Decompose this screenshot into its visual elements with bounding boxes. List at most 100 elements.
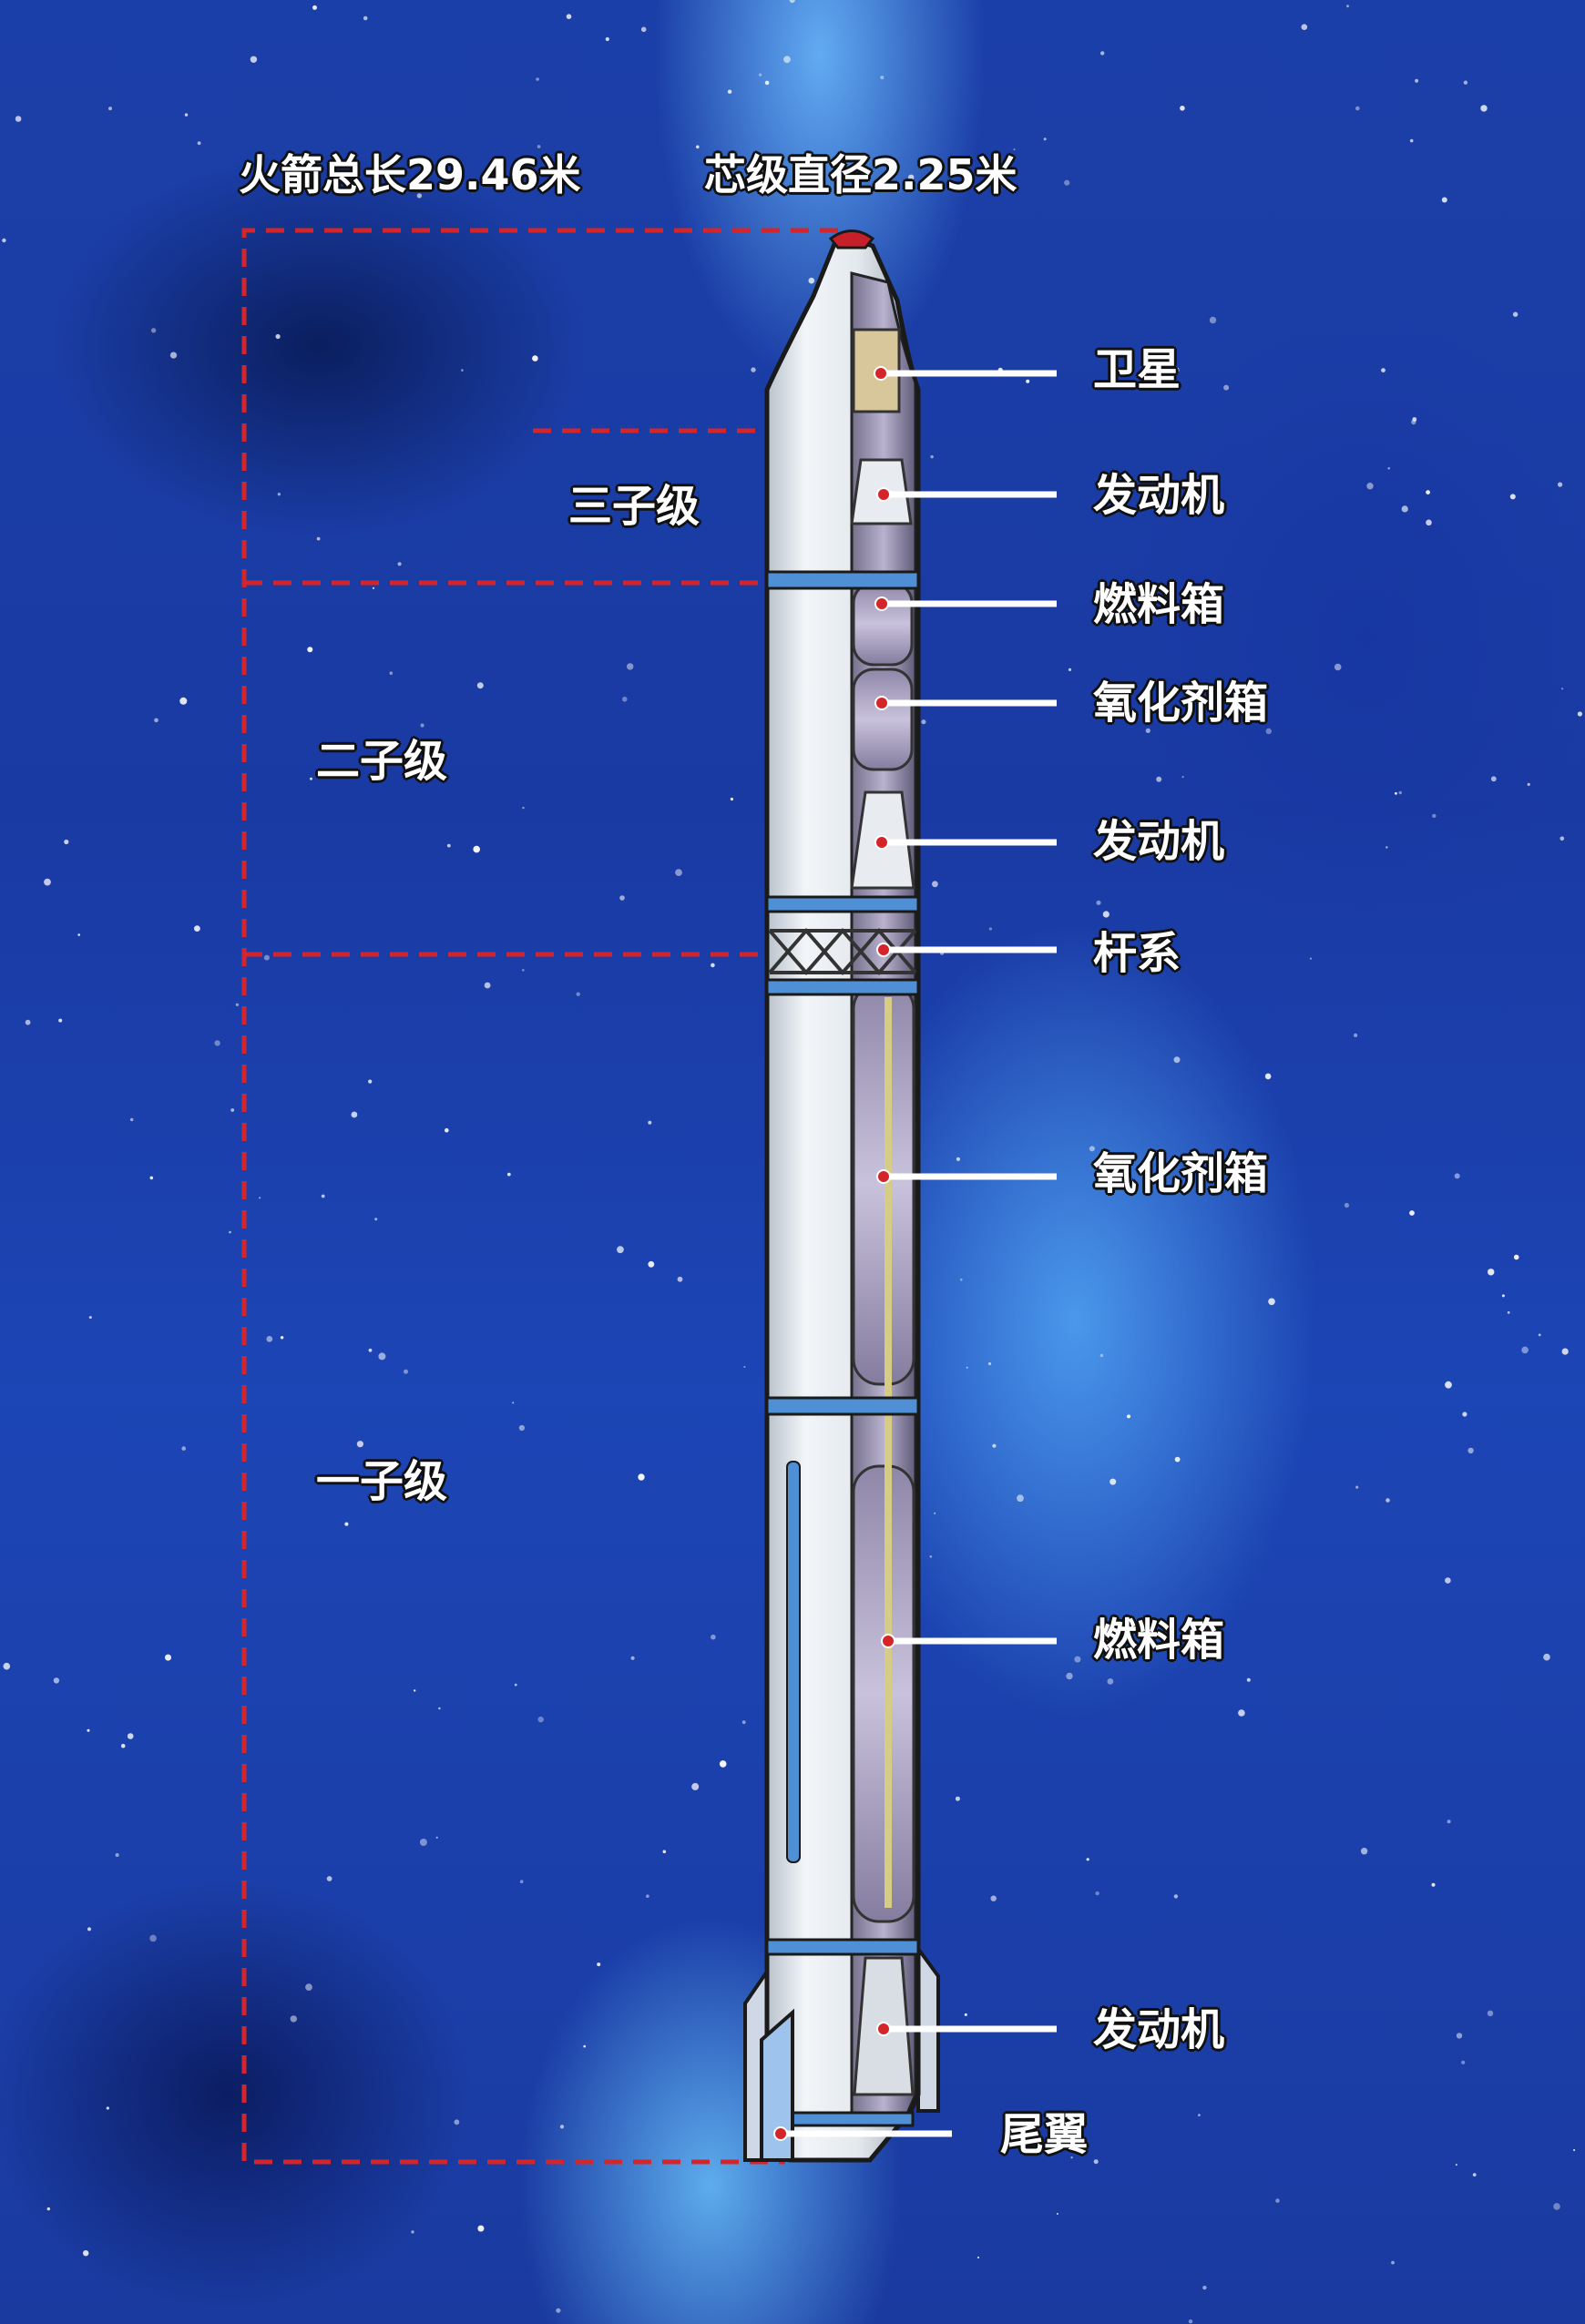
star: [532, 355, 538, 362]
star: [58, 1018, 63, 1023]
star: [326, 1876, 332, 1881]
star: [454, 2119, 460, 2125]
star: [1454, 1173, 1460, 1179]
part-label-first-stage-fuel-tank: 燃料箱: [1093, 1615, 1225, 1666]
star: [179, 697, 188, 705]
leader-dot: [874, 366, 888, 381]
star: [368, 1079, 373, 1084]
first-stage-label: 一子级: [316, 1456, 448, 1507]
star: [1386, 846, 1388, 849]
star: [446, 843, 451, 848]
star: [840, 160, 847, 168]
star: [1180, 106, 1185, 111]
star: [1096, 900, 1101, 905]
star: [1198, 2114, 1201, 2116]
star: [150, 328, 157, 333]
star: [1480, 105, 1488, 112]
star: [519, 1880, 524, 1883]
star: [484, 982, 491, 989]
star: [1265, 728, 1273, 735]
star: [627, 663, 634, 670]
star: [960, 1278, 963, 1281]
star: [1223, 384, 1230, 391]
star: [1066, 1672, 1073, 1680]
star: [764, 80, 770, 86]
star: [1527, 782, 1530, 787]
star: [1543, 1653, 1550, 1661]
star: [316, 536, 321, 541]
star: [1501, 1294, 1505, 1298]
second-stage-fuel-tank: [852, 581, 914, 667]
interstage-truss: [768, 927, 917, 976]
star: [476, 682, 484, 689]
star: [1360, 1848, 1368, 1855]
star: [741, 1720, 746, 1725]
part-label-second-stage-engine: 发动机: [1093, 816, 1225, 867]
star: [1386, 1498, 1390, 1503]
star: [1409, 1210, 1415, 1216]
star: [259, 1197, 261, 1199]
star: [106, 2106, 109, 2110]
total-length-label: 火箭总长29.46米: [239, 150, 581, 199]
star: [696, 145, 700, 149]
star: [87, 1728, 90, 1732]
leader-dot: [876, 943, 891, 957]
star: [344, 1522, 349, 1526]
star: [389, 671, 394, 675]
star: [566, 14, 572, 19]
star: [1507, 1310, 1510, 1314]
star: [648, 1120, 652, 1125]
part-label-third-stage-engine: 发动机: [1093, 470, 1225, 521]
star: [1344, 1202, 1349, 1208]
star: [83, 2250, 89, 2257]
star: [789, 0, 795, 4]
star: [1188, 2319, 1193, 2324]
star: [184, 113, 189, 117]
star: [363, 15, 368, 21]
star: [235, 1003, 240, 1007]
star: [783, 56, 791, 64]
star: [808, 277, 815, 284]
star: [662, 1850, 667, 1854]
star: [556, 2308, 561, 2313]
star: [730, 797, 734, 801]
star: [1173, 367, 1180, 373]
star: [1043, 138, 1047, 141]
star: [932, 881, 938, 888]
star: [956, 1157, 960, 1161]
star: [397, 562, 402, 566]
star: [1174, 1456, 1181, 1463]
star: [1099, 1353, 1104, 1358]
star: [77, 933, 80, 936]
body-side-stripe: [786, 1461, 801, 1863]
star: [1181, 776, 1184, 779]
star: [1346, 5, 1349, 8]
third-stage-label: 三子级: [568, 481, 700, 532]
star: [181, 1446, 186, 1451]
star: [1521, 1346, 1529, 1354]
star: [230, 1108, 235, 1112]
star: [1110, 1478, 1117, 1485]
star: [420, 723, 424, 728]
star: [1017, 1494, 1024, 1503]
star: [908, 174, 915, 180]
star: [605, 36, 609, 42]
star: [165, 1654, 171, 1661]
star: [1426, 519, 1432, 526]
star: [1447, 1819, 1451, 1824]
star: [921, 719, 926, 725]
star: [3, 1662, 11, 1670]
star: [751, 367, 756, 372]
star: [127, 1733, 134, 1739]
star: [275, 333, 281, 340]
star: [711, 1634, 716, 1640]
star: [1301, 24, 1308, 30]
star: [1415, 78, 1419, 83]
star: [1064, 179, 1070, 186]
star: [149, 1176, 154, 1180]
star: [691, 1782, 700, 1790]
star: [1573, 2148, 1576, 2152]
star: [1204, 488, 1208, 492]
